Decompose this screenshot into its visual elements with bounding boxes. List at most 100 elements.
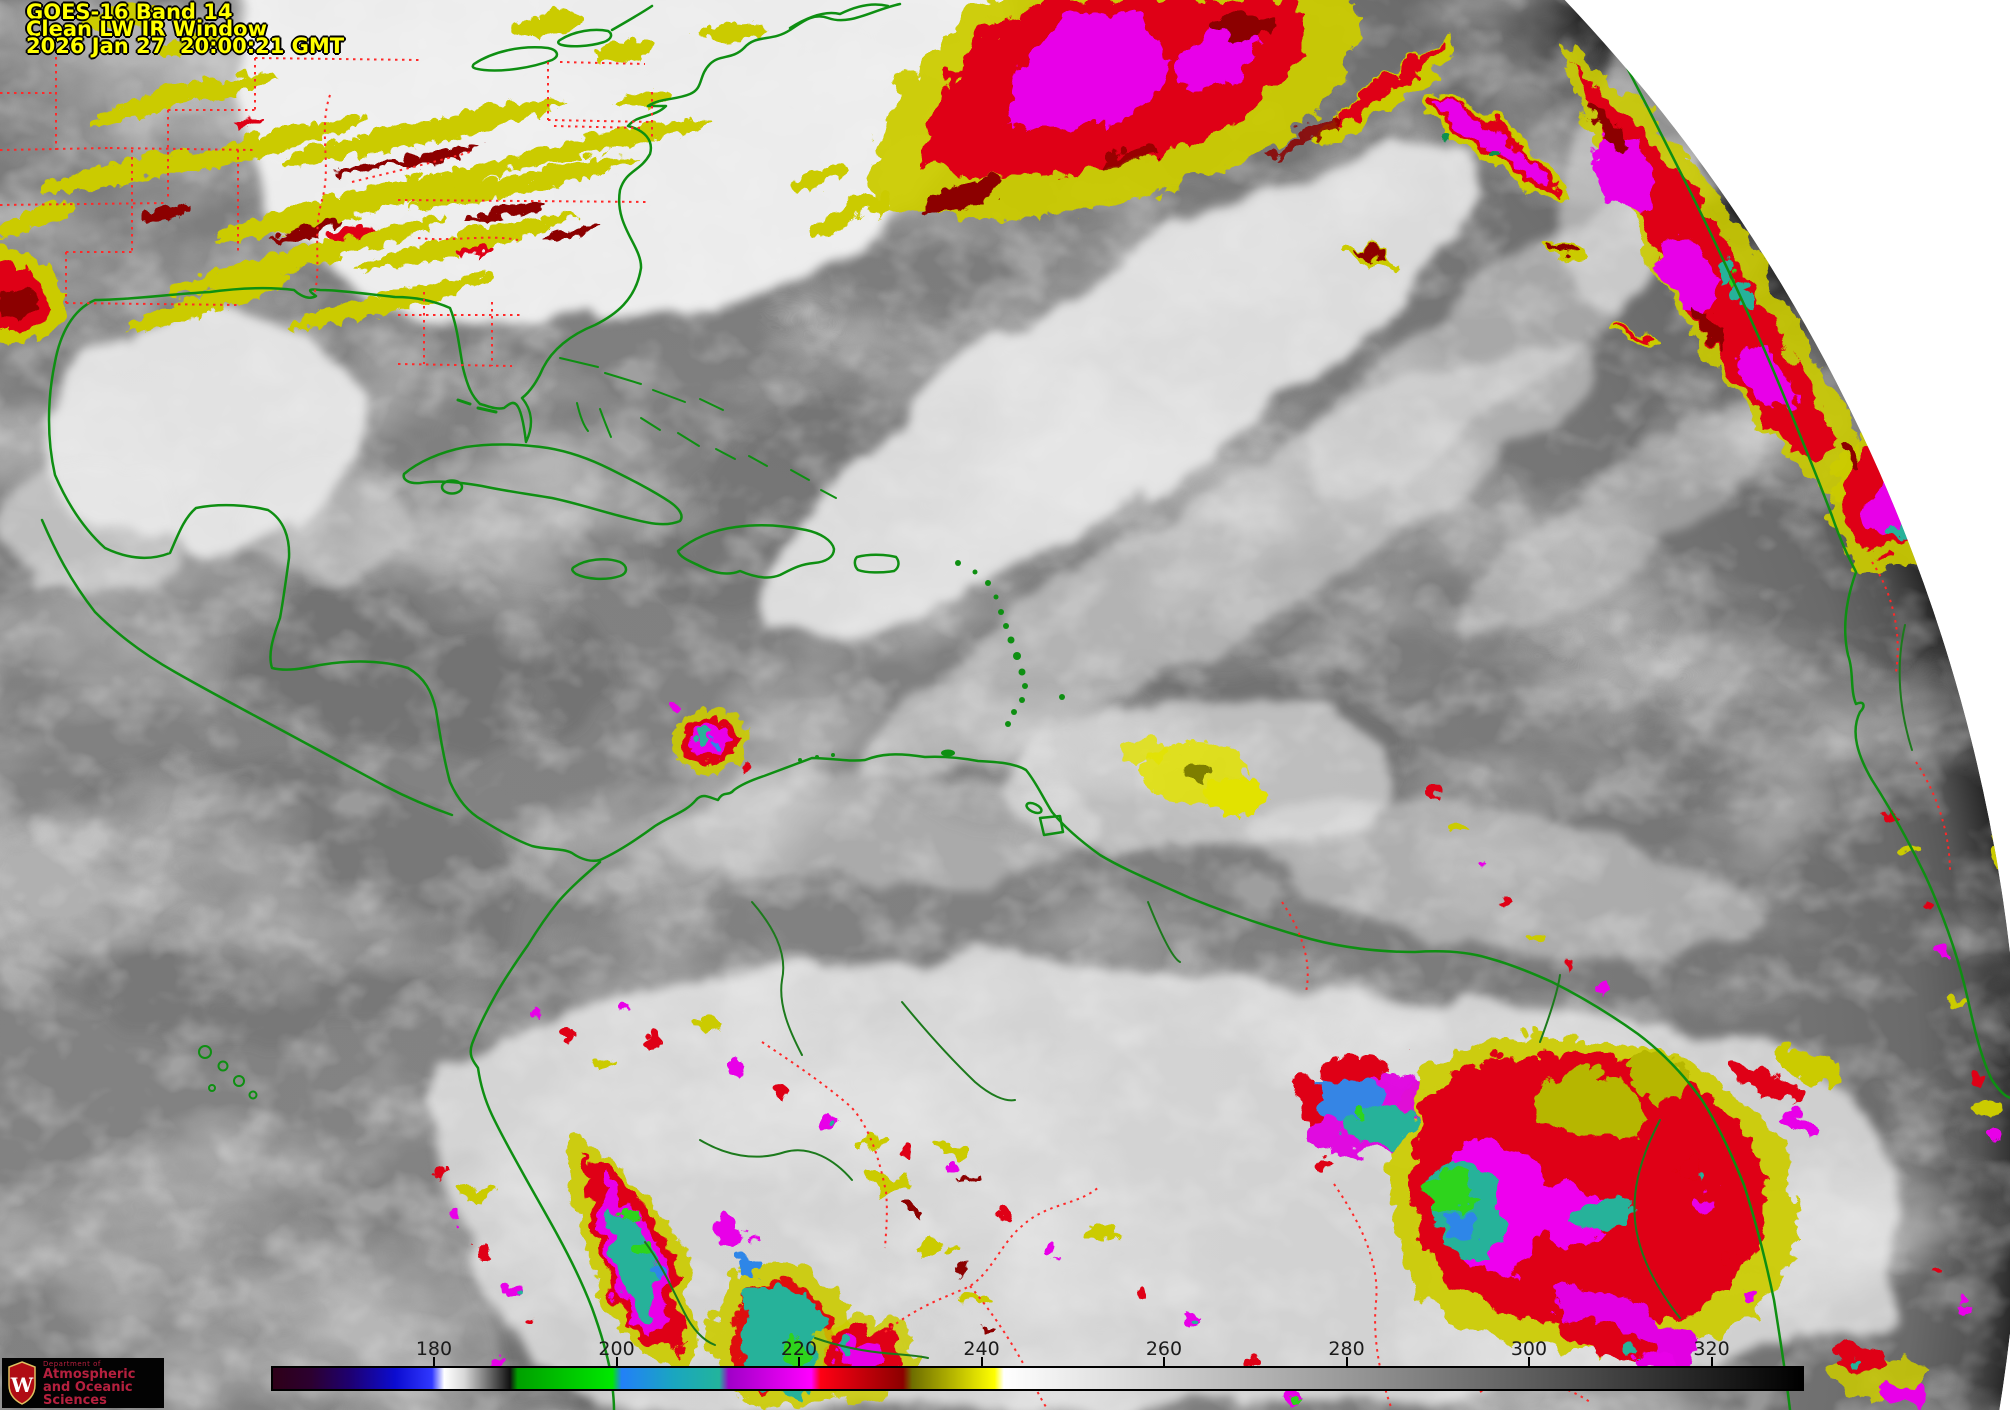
storm-texas-cirrus-part — [330, 157, 390, 173]
storm-brazil-complex-part — [1527, 1066, 1637, 1138]
storm-andes-cluster-part — [922, 1139, 958, 1151]
coastline-florida-keys — [456, 398, 498, 414]
storm-tropical-cells-part — [586, 1053, 610, 1063]
storm-limb-mid-part — [1996, 798, 2010, 846]
coastline-bahamas-part — [790, 469, 810, 481]
storm-tropical-cells-part — [725, 1055, 741, 1071]
storm-texas-cirrus-part — [696, 17, 764, 39]
storm-texas-cirrus-part — [265, 217, 339, 239]
border-africa-inland — [1898, 624, 1913, 751]
storm-tropical-cells-part — [854, 1132, 882, 1144]
storm-andes-cluster-part — [952, 1293, 984, 1303]
borders-south-america-part — [884, 1185, 1101, 1333]
uw-crest-icon: W — [8, 1361, 36, 1405]
coastline-lesser-antilles-part — [941, 749, 955, 757]
timestamp: 2026 Jan 27 20:00:21 GMT — [26, 34, 345, 58]
storm-texas-cirrus-part — [160, 111, 364, 169]
storm-tropical-cells-part — [1942, 996, 1962, 1004]
colorbar-tick-label: 200 — [598, 1338, 635, 1360]
storm-tropical-cells-part — [1181, 762, 1209, 778]
coastline-galapagos-part — [198, 1045, 212, 1059]
coastline-southamerica-west — [469, 860, 616, 1410]
storm-north-atlantic — [784, 0, 1455, 227]
cloud-masses-part — [1453, 398, 1787, 642]
storm-andes-cluster-part — [942, 1258, 962, 1266]
logo-dept-line: Department of — [43, 1359, 101, 1368]
colorbar-tick-mark — [1345, 1357, 1348, 1366]
borders-africa-part — [1915, 761, 1951, 873]
coastline-isle-of-youth — [440, 479, 464, 495]
coastline-centralamerica-pacific — [40, 518, 454, 817]
colorbar-tick-label: 260 — [1145, 1338, 1183, 1360]
storm-andes-cluster-part — [620, 1201, 630, 1211]
storm-andes-cluster-part — [773, 1333, 799, 1359]
storm-tropical-cells-part — [1560, 958, 1568, 966]
storm-brazil-complex-part — [1547, 1309, 1653, 1355]
storm-texas-cirrus-part — [159, 213, 441, 293]
storm-north-atlantic-part — [1265, 108, 1335, 152]
colorbar-tick-mark — [1527, 1357, 1530, 1366]
coastline-galapagos-part — [217, 1060, 229, 1072]
storm-tropical-cells-part — [1041, 1241, 1055, 1255]
storm-limb-mid-part — [1888, 518, 1904, 534]
coastline-lesser-antilles-part — [831, 753, 835, 757]
storm-tropical-cells-part — [1180, 1310, 1196, 1326]
uw-aos-logo: W Department of Atmospheric and Oceanic … — [2, 1358, 164, 1408]
coastline-bahamas-part — [640, 417, 661, 431]
storm-andes-cluster-part — [910, 1231, 950, 1245]
storm-andes-cluster-part — [856, 1169, 908, 1187]
storm-tropical-cells-part — [667, 701, 677, 711]
storm-limb-band — [1342, 35, 1855, 491]
colorbar-ticks — [271, 1357, 1804, 1366]
storm-north-atlantic-part — [1165, 23, 1259, 81]
storm-tropical-cells-part — [1968, 1096, 2000, 1110]
storm-brazil-complex-part — [1722, 1052, 1802, 1104]
colorbar-tick-label: 220 — [780, 1338, 818, 1360]
storm-tropical-cells-part — [1241, 1351, 1255, 1365]
coastline-lesser-antilles-part — [955, 560, 961, 566]
storm-limb-band-part — [1736, 338, 1788, 406]
storm-andes-cluster-part — [957, 1167, 973, 1173]
coastline-hispaniola — [676, 524, 836, 579]
borders-south-america-part — [1333, 1183, 1393, 1410]
storm-limb-mid-part — [1991, 779, 2010, 851]
storm-texas-cirrus-part — [193, 69, 271, 95]
coastline-bahamas-part — [599, 408, 612, 438]
coastline-lesser-antilles-part — [1018, 668, 1026, 676]
storm-andes-cluster-part — [519, 1309, 529, 1319]
coastline-bahamas-part — [576, 402, 589, 432]
storm-limb-band-part — [1610, 324, 1650, 334]
rivers-southamerica-part — [1633, 1119, 1681, 1319]
storm-andes-cluster-part — [505, 1285, 511, 1291]
storm-brazil-complex-part — [1775, 1106, 1809, 1130]
storm-limb-band-part — [1430, 90, 1542, 178]
title-block: GOES-16 Band 14 Clean LW IR Window 2026 … — [26, 2, 345, 58]
storm-texas-cirrus-part — [507, 7, 583, 33]
storm-tropical-cells-part — [1593, 979, 1603, 989]
temperature-colorbar: 180 200 220 240 260 280 300 320 — [271, 1338, 1804, 1391]
rivers-southamerica-part — [1147, 901, 1181, 963]
coastlines — [40, 0, 2010, 1410]
storm-tropical-cells-part — [1474, 856, 1482, 864]
coastline-lesser-antilles-part — [985, 580, 991, 586]
storm-texas-cirrus-part — [124, 270, 286, 326]
storm-andes-cluster-part — [432, 1160, 440, 1168]
storm-tropical-cells-part — [1981, 1121, 1995, 1135]
borders-south-america-part — [761, 1041, 888, 1249]
colorbar-tick-mark — [980, 1357, 983, 1366]
storm-andes-cluster-part — [467, 1237, 481, 1251]
coastline-us-east-gulf-centralamerica — [47, 2, 1792, 1410]
coastline-bahamas-part — [652, 389, 686, 403]
storm-brazil-complex-part — [1851, 1349, 1861, 1359]
storm-texas-cirrus-part — [0, 196, 73, 234]
storm-tropical-cells-part — [692, 725, 708, 741]
storm-tropical-cells-part — [992, 1200, 1008, 1216]
storm-tropical-cells-part — [736, 760, 744, 768]
coastline-cuba — [402, 443, 683, 526]
cloud-masses-part — [660, 770, 1100, 890]
logo-text: Department of Atmospheric and Oceanic Sc… — [43, 1360, 164, 1407]
storm-brazil-complex-part — [1622, 1344, 1674, 1372]
storm-brazil-complex-part — [1346, 1098, 1358, 1110]
